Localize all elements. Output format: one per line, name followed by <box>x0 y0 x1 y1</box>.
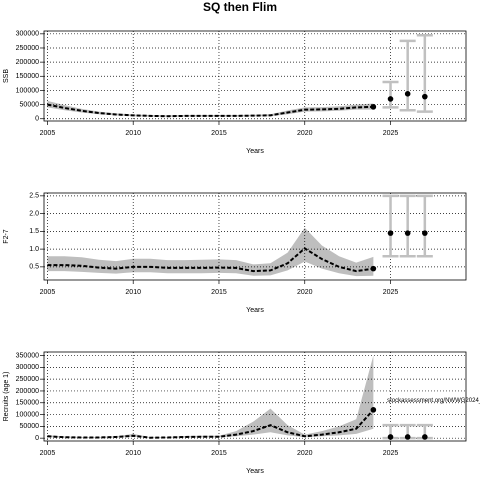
y-tick-label: 0.5 <box>29 264 39 271</box>
chart-title: SQ then Flim <box>203 0 277 14</box>
x-tick-label: 2025 <box>383 450 399 457</box>
y-tick-label: 150000 <box>16 400 39 407</box>
y-tick-label: 100000 <box>16 411 39 418</box>
x-tick-label: 2010 <box>125 450 141 457</box>
y-axis-label: Recruits (age 1) <box>3 372 10 422</box>
median-line <box>47 409 375 439</box>
y-tick-label: 2.0 <box>29 210 39 217</box>
y-tick-label: 300000 <box>16 31 39 38</box>
projection-point <box>387 230 394 236</box>
x-tick-label: 2025 <box>383 130 399 137</box>
x-tick-label: 2010 <box>125 289 141 296</box>
y-tick-label: 250000 <box>16 376 39 383</box>
x-tick-label: 2015 <box>211 289 227 296</box>
projection-point <box>404 434 411 440</box>
y-tick-label: 200000 <box>16 59 39 66</box>
confidence-band <box>47 227 374 277</box>
median-line <box>47 247 374 273</box>
x-tick-label: 2005 <box>40 130 56 137</box>
projection-point <box>370 104 377 110</box>
y-tick-label: 150000 <box>16 73 39 80</box>
x-tick-label: 2025 <box>383 289 399 296</box>
projection-point <box>370 265 377 272</box>
y-tick-label: 200000 <box>16 388 39 395</box>
x-tick-label: 2020 <box>297 130 313 137</box>
x-tick-label: 2020 <box>297 450 313 457</box>
y-tick-label: 1.5 <box>29 228 39 235</box>
plot-frame <box>43 30 467 122</box>
x-tick-label: 2015 <box>211 130 227 137</box>
projection-point <box>422 434 428 440</box>
x-tick-label: 2015 <box>211 450 227 457</box>
plot-frame <box>43 351 467 442</box>
projection-point <box>404 230 411 236</box>
y-tick-label: 350000 <box>16 352 39 359</box>
confidence-band <box>47 355 374 438</box>
annotation: stockassessment.org/NWWG2024_sh <box>387 398 480 404</box>
y-tick-label: 0 <box>35 435 39 442</box>
x-tick-label: 2005 <box>40 450 56 457</box>
y-tick-label: 1.0 <box>29 246 39 253</box>
x-axis-label: Years <box>246 468 264 475</box>
x-axis-label: Years <box>246 148 264 155</box>
projection-point <box>404 91 411 97</box>
y-axis-label: SSB <box>3 69 10 83</box>
x-tick-label: 2010 <box>125 130 141 137</box>
x-tick-label: 2005 <box>40 289 56 296</box>
projection-point <box>370 407 377 413</box>
y-axis-label: F2-7 <box>3 229 10 244</box>
y-tick-label: 0 <box>35 116 39 123</box>
x-axis-label: Years <box>246 307 264 314</box>
projection-point <box>387 96 394 102</box>
y-tick-label: 300000 <box>16 364 39 371</box>
confidence-band <box>47 100 374 117</box>
y-tick-label: 50000 <box>20 101 40 108</box>
median-line <box>47 103 374 118</box>
plot-frame <box>43 192 467 281</box>
projection-point <box>422 230 428 236</box>
projection-point <box>422 93 428 100</box>
y-tick-label: 250000 <box>16 45 39 52</box>
projection-point <box>387 434 394 440</box>
y-tick-label: 100000 <box>16 87 39 94</box>
y-tick-label: 2.5 <box>29 193 39 200</box>
x-tick-label: 2020 <box>297 289 313 296</box>
y-tick-label: 50000 <box>20 423 40 430</box>
